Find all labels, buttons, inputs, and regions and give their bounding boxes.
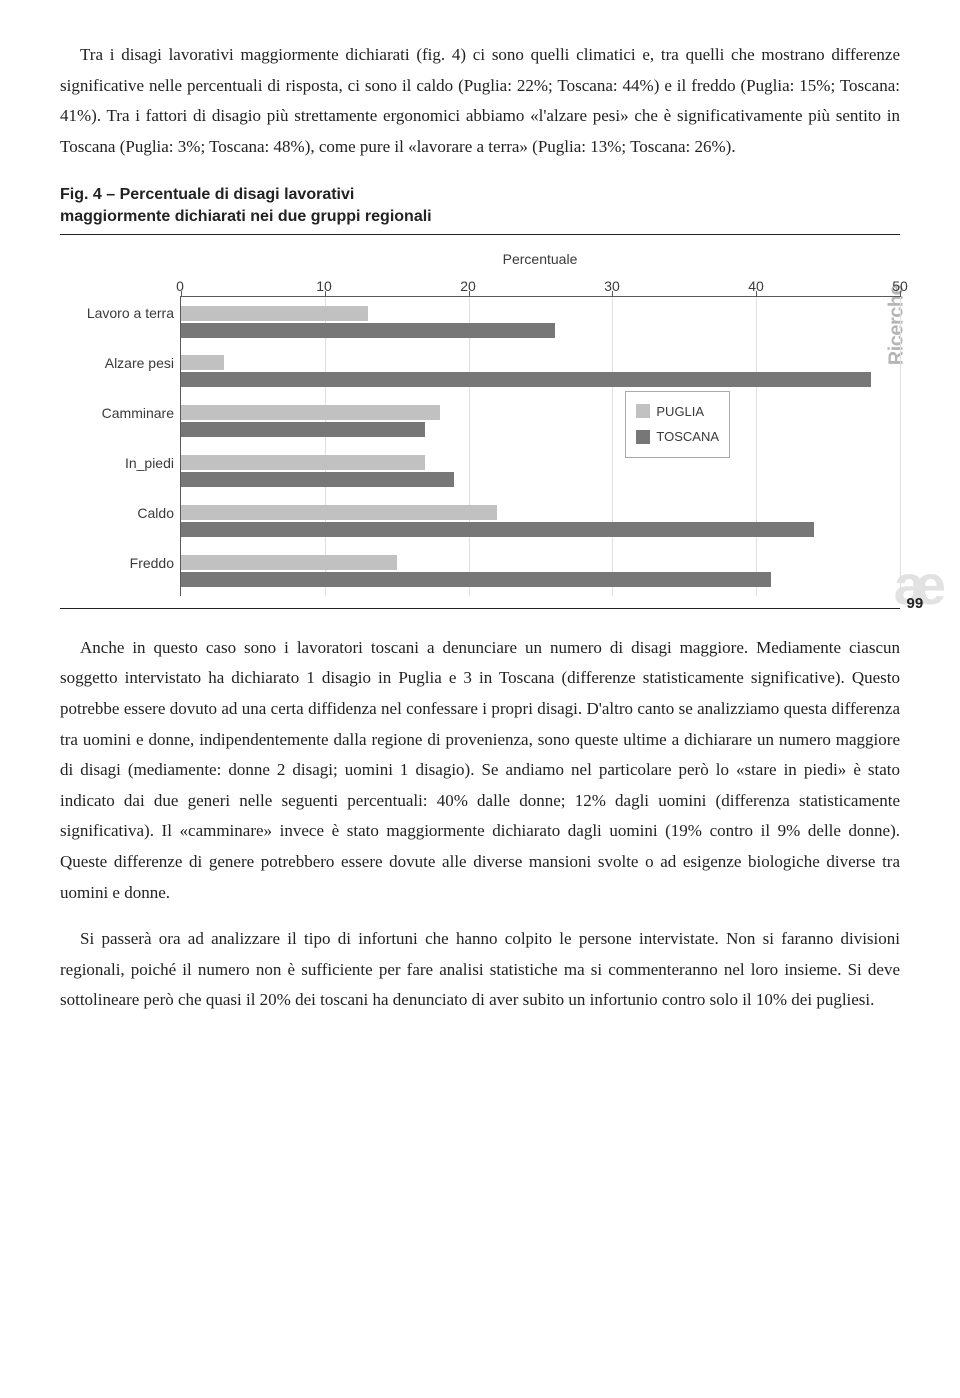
chart-category-label: Freddo [60, 539, 180, 589]
paragraph-3: Si passerà ora ad analizzare il tipo di … [60, 924, 900, 1016]
chart-bar [181, 372, 871, 387]
chart-row [181, 297, 900, 347]
figure-caption-line2: maggiormente dichiarati nei due gruppi r… [60, 208, 432, 225]
paragraph-2: Anche in questo caso sono i lavoratori t… [60, 633, 900, 908]
chart-bar [181, 306, 368, 321]
chart-bars [181, 297, 900, 596]
chart-bar [181, 422, 425, 437]
chart-bar [181, 355, 224, 370]
chart-bar [181, 572, 771, 587]
chart-bar [181, 472, 454, 487]
legend-item: PUGLIA [636, 400, 719, 423]
figure-rule-bottom [60, 608, 900, 609]
chart-row [181, 347, 900, 397]
legend-label: TOSCANA [656, 425, 719, 448]
chart-axis-title: Percentuale [180, 247, 900, 272]
legend-swatch [636, 430, 650, 444]
legend-label: PUGLIA [656, 400, 704, 423]
chart-plot: PUGLIATOSCANA [180, 296, 900, 596]
chart-category-label: Alzare pesi [60, 339, 180, 389]
chart-y-labels: Lavoro a terraAlzare pesiCamminareIn_pie… [60, 247, 180, 596]
page-number: 99 [907, 590, 924, 617]
chart-bar [181, 555, 397, 570]
figure-caption-line1: Fig. 4 – Percentuale di disagi lavorativ… [60, 186, 354, 203]
figure-rule-top [60, 234, 900, 235]
figure-4: Ricerche ae 99 Lavoro a terraAlzare pesi… [60, 247, 900, 596]
chart-container: Lavoro a terraAlzare pesiCamminareIn_pie… [60, 247, 900, 596]
chart-row [181, 546, 900, 596]
paragraph-1: Tra i disagi lavorativi maggiormente dic… [60, 40, 900, 162]
chart-bar [181, 522, 814, 537]
chart-row [181, 446, 900, 496]
chart-category-label: Camminare [60, 389, 180, 439]
chart-legend: PUGLIATOSCANA [625, 391, 730, 458]
chart-bar [181, 323, 555, 338]
chart-row [181, 396, 900, 446]
chart-bar [181, 405, 440, 420]
chart-bar [181, 455, 425, 470]
legend-item: TOSCANA [636, 425, 719, 448]
legend-swatch [636, 404, 650, 418]
chart-category-label: Caldo [60, 489, 180, 539]
chart-x-axis: 01020304050 [180, 274, 900, 292]
figure-caption: Fig. 4 – Percentuale di disagi lavorativ… [60, 184, 900, 227]
chart-category-label: In_piedi [60, 439, 180, 489]
chart-main: Percentuale 01020304050 PUGLIATOSCANA [180, 247, 900, 596]
chart-category-label: Lavoro a terra [60, 289, 180, 339]
chart-row [181, 496, 900, 546]
chart-bar [181, 505, 497, 520]
